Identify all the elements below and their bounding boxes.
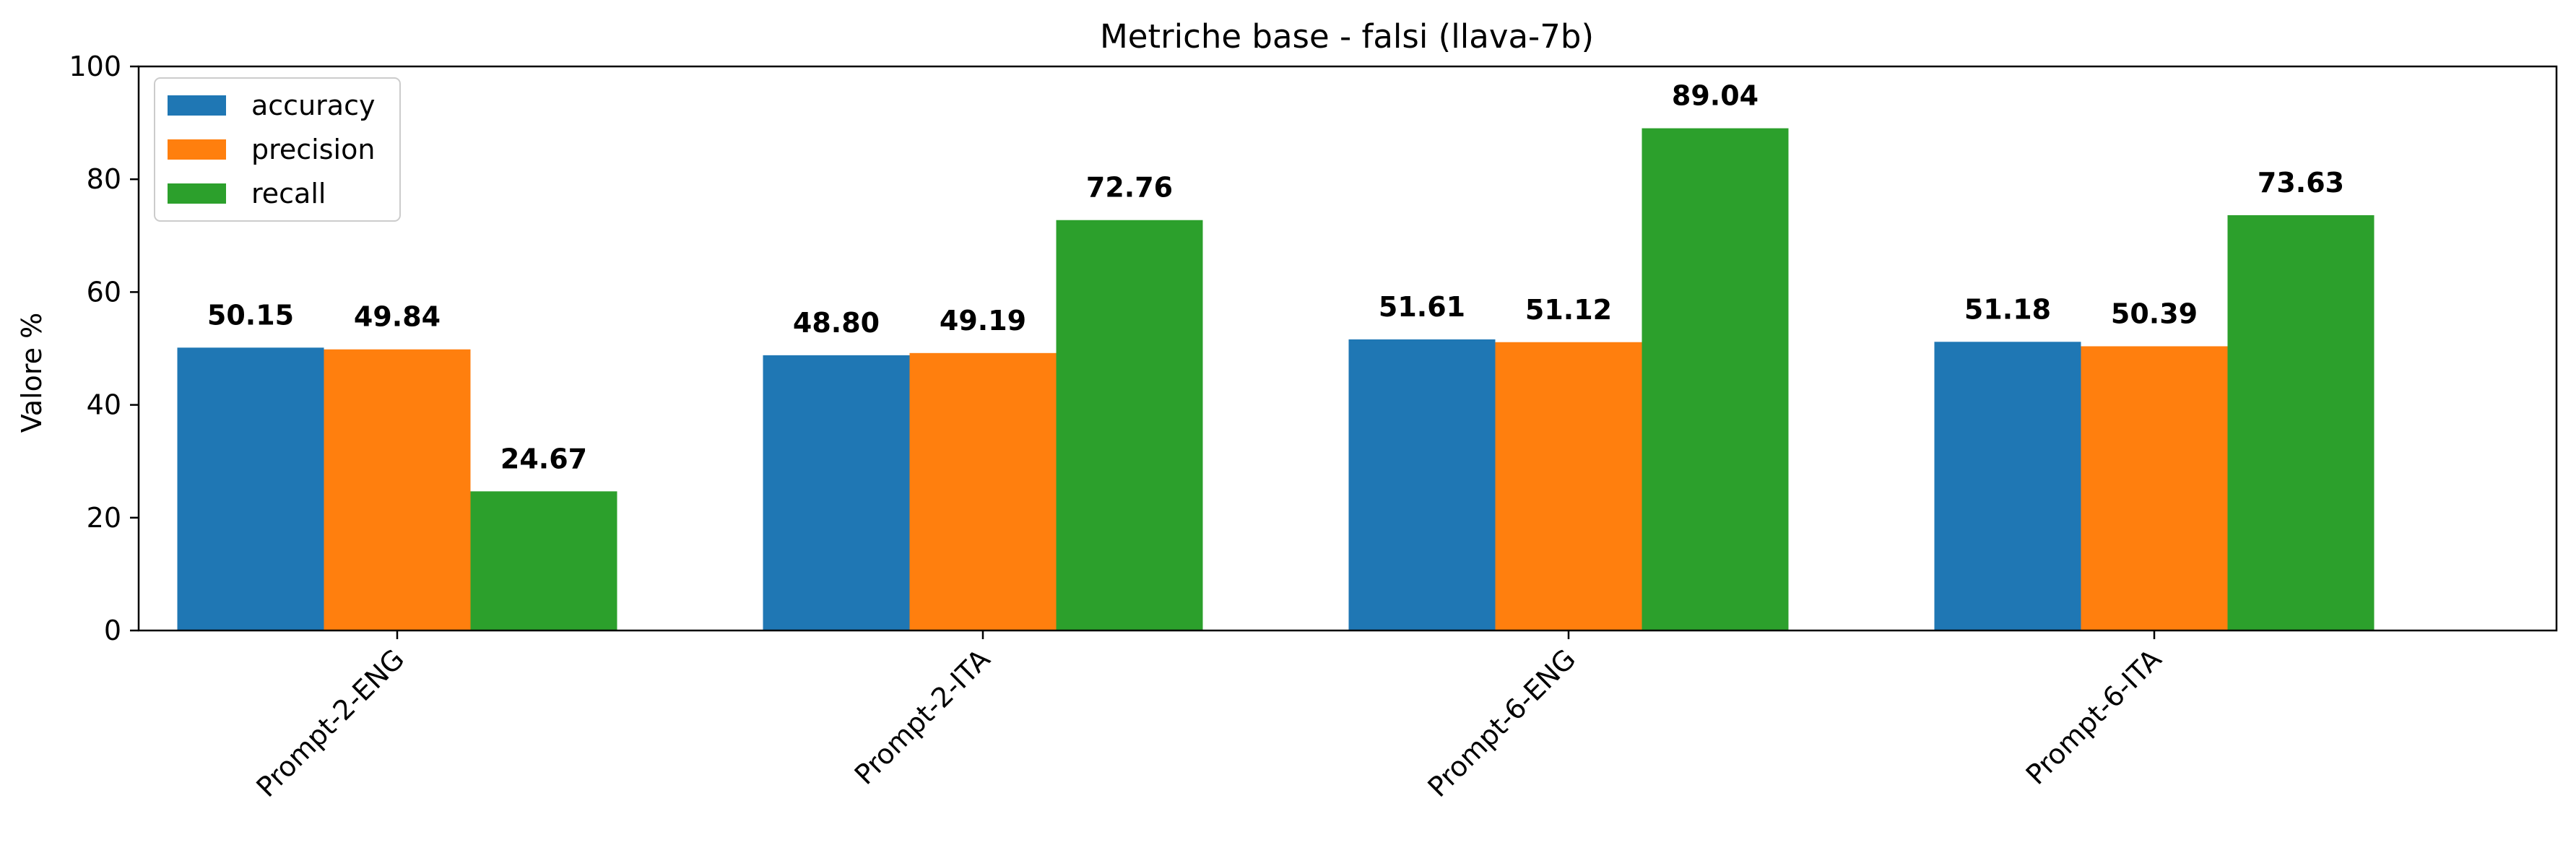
y-tick-label: 100 [69, 51, 121, 82]
data-label-recall-Prompt-6-ENG: 89.04 [1672, 80, 1758, 112]
bar-precision-Prompt-2-ITA [909, 352, 1057, 630]
bar-precision-Prompt-6-ENG [1495, 342, 1642, 630]
plot-frame [137, 65, 2558, 632]
bar-accuracy-Prompt-6-ITA [1934, 342, 2081, 630]
data-label-accuracy-Prompt-6-ITA: 51.18 [1964, 293, 2051, 325]
bars-layer [177, 128, 2375, 630]
y-axis-label: Valore % [16, 313, 48, 433]
x-tick-label-Prompt-6-ITA: Prompt-6-ITA [2020, 643, 2168, 791]
legend-swatch-precision [168, 139, 226, 160]
data-label-recall-Prompt-6-ITA: 73.63 [2258, 167, 2344, 199]
legend: accuracy precision recall [154, 77, 401, 222]
bar-recall-Prompt-6-ITA [2227, 214, 2375, 630]
bar-recall-Prompt-6-ENG [1642, 128, 1789, 630]
x-tick-label-Prompt-6-ENG: Prompt-6-ENG [1421, 643, 1582, 803]
data-label-precision-Prompt-2-ENG: 49.84 [354, 301, 441, 333]
x-tick-label-Prompt-2-ITA: Prompt-2-ITA [849, 643, 997, 791]
y-axis-ticks: 0 20 40 60 80 100 [69, 51, 139, 646]
data-label-accuracy-Prompt-2-ITA: 48.80 [793, 307, 880, 339]
bar-accuracy-Prompt-2-ITA [763, 355, 910, 630]
legend-label-recall: recall [251, 178, 326, 209]
y-tick-label: 80 [87, 163, 121, 195]
legend-label-precision: precision [251, 134, 375, 165]
legend-swatch-recall [168, 183, 226, 204]
data-label-precision-Prompt-6-ITA: 50.39 [2111, 298, 2198, 329]
data-label-precision-Prompt-6-ENG: 51.12 [1525, 294, 1612, 326]
y-tick-label: 40 [87, 389, 121, 421]
bar-recall-Prompt-2-ITA [1056, 220, 1203, 630]
bar-accuracy-Prompt-2-ENG [177, 347, 324, 630]
bar-precision-Prompt-2-ENG [324, 349, 471, 630]
bar-recall-Prompt-2-ENG [470, 491, 617, 630]
data-label-accuracy-Prompt-6-ENG: 51.61 [1379, 291, 1465, 323]
legend-label-accuracy: accuracy [251, 90, 375, 121]
bar-precision-Prompt-6-ITA [2081, 346, 2228, 630]
data-label-accuracy-Prompt-2-ENG: 50.15 [207, 299, 294, 331]
x-tick-label-Prompt-2-ENG: Prompt-2-ENG [250, 643, 410, 803]
y-tick-label: 0 [104, 615, 121, 646]
x-axis-ticks: Prompt-2-ENG Prompt-2-ITA Prompt-6-ENG Prom… [250, 630, 2167, 803]
legend-swatch-accuracy [168, 95, 226, 116]
data-label-precision-Prompt-2-ITA: 49.19 [940, 305, 1026, 337]
data-label-recall-Prompt-2-ITA: 72.76 [1086, 172, 1173, 204]
chart-title: Metriche base - falsi (llava-7b) [1100, 17, 1594, 56]
data-labels-layer: 50.15 49.84 24.67 48.80 49.19 72.76 51.61 51.12… [207, 80, 2344, 475]
data-label-recall-Prompt-2-ENG: 24.67 [500, 443, 587, 474]
y-tick-label: 20 [87, 502, 121, 534]
bar-accuracy-Prompt-6-ENG [1348, 339, 1496, 630]
y-tick-label: 60 [87, 276, 121, 308]
